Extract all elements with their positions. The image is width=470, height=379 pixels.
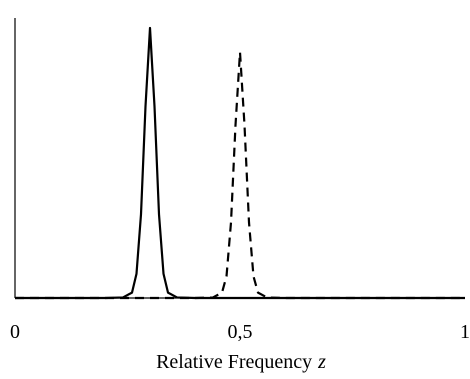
x-tick-label-1: 0,5 bbox=[228, 321, 253, 343]
x-tick-label-0: 0 bbox=[10, 321, 20, 343]
tick-labels: 0 0,5 1 bbox=[10, 321, 470, 343]
series-line-1 bbox=[15, 26, 465, 300]
series-line-2 bbox=[15, 51, 465, 300]
x-axis-label-text: Relative Frequency bbox=[156, 351, 312, 373]
x-tick-label-2: 1 bbox=[460, 321, 470, 343]
x-axis-label-symbol: z bbox=[317, 351, 326, 373]
series-layer bbox=[15, 26, 465, 300]
x-axis-label: Relative Frequency z bbox=[156, 351, 326, 373]
